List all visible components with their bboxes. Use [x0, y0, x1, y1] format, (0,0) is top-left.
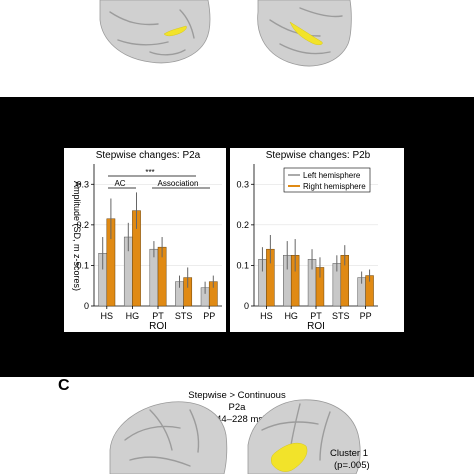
x-tick-label: HG [284, 311, 298, 321]
cluster-pvalue: (p=.005) [334, 460, 370, 471]
chart-p2b-legend: Left hemisphere Right hemisphere [283, 167, 371, 193]
chart-p2a-ylabel: Amplitude (SD, m z-scores) [72, 181, 82, 291]
activation-cluster-1 [270, 442, 308, 472]
x-tick-label: PT [310, 311, 322, 321]
legend-left-label: Left hemisphere [303, 171, 361, 180]
panel-c-title-line3: (144–228 ms) [208, 414, 267, 425]
chart-p2b: Stepwise changes: P2b 0 0.1 0.2 0.3 HS HG PT S… [230, 148, 404, 332]
y-tick-label: 0 [84, 301, 89, 311]
chart-p2a-title: Stepwise changes: P2a [96, 150, 201, 161]
y-tick-label: 0 [244, 301, 249, 311]
activation-patch-left-top [163, 25, 187, 37]
x-tick-label: PP [360, 311, 372, 321]
x-tick-label: PP [203, 311, 215, 321]
x-tick-label: HS [101, 311, 114, 321]
cluster-label: Cluster 1 [330, 448, 368, 459]
x-tick-label: PT [152, 311, 164, 321]
x-tick-label: HG [126, 311, 140, 321]
chart-p2a-xlabel: ROI [149, 321, 167, 332]
bar-left-hemisphere [149, 248, 159, 307]
chart-p2a: Stepwise changes: P2a 0 0.1 0.2 0.3 Amplitu… [64, 148, 226, 332]
y-tick-label: 0.1 [76, 260, 89, 270]
panel-c-title-line2: P2a [229, 402, 247, 413]
y-tick-label: 0.3 [236, 179, 249, 189]
panel-c-letter: C [58, 377, 70, 394]
chart-p2b-xlabel: ROI [307, 321, 325, 332]
x-tick-label: STS [332, 311, 350, 321]
y-tick-label: 0.2 [236, 220, 249, 230]
bottom-brain-right [247, 399, 361, 474]
y-tick-label: 0.2 [76, 220, 89, 230]
bottom-brain-left [109, 401, 228, 474]
y-tick-label: 0.1 [236, 260, 249, 270]
top-brain-right [257, 0, 352, 67]
legend-right-label: Right hemisphere [303, 182, 366, 191]
group-ac-label: AC [114, 179, 125, 188]
x-tick-label: STS [175, 311, 193, 321]
significance-marker: *** [145, 168, 154, 177]
group-association-label: Association [158, 179, 199, 188]
panel-c-title-line1: Stepwise > Continuous [188, 390, 286, 401]
x-tick-label: HS [260, 311, 273, 321]
chart-p2b-title: Stepwise changes: P2b [266, 150, 371, 161]
top-brain-left [99, 0, 211, 64]
y-tick-label: 0.3 [76, 179, 89, 189]
activation-patch-right-top [289, 21, 323, 46]
